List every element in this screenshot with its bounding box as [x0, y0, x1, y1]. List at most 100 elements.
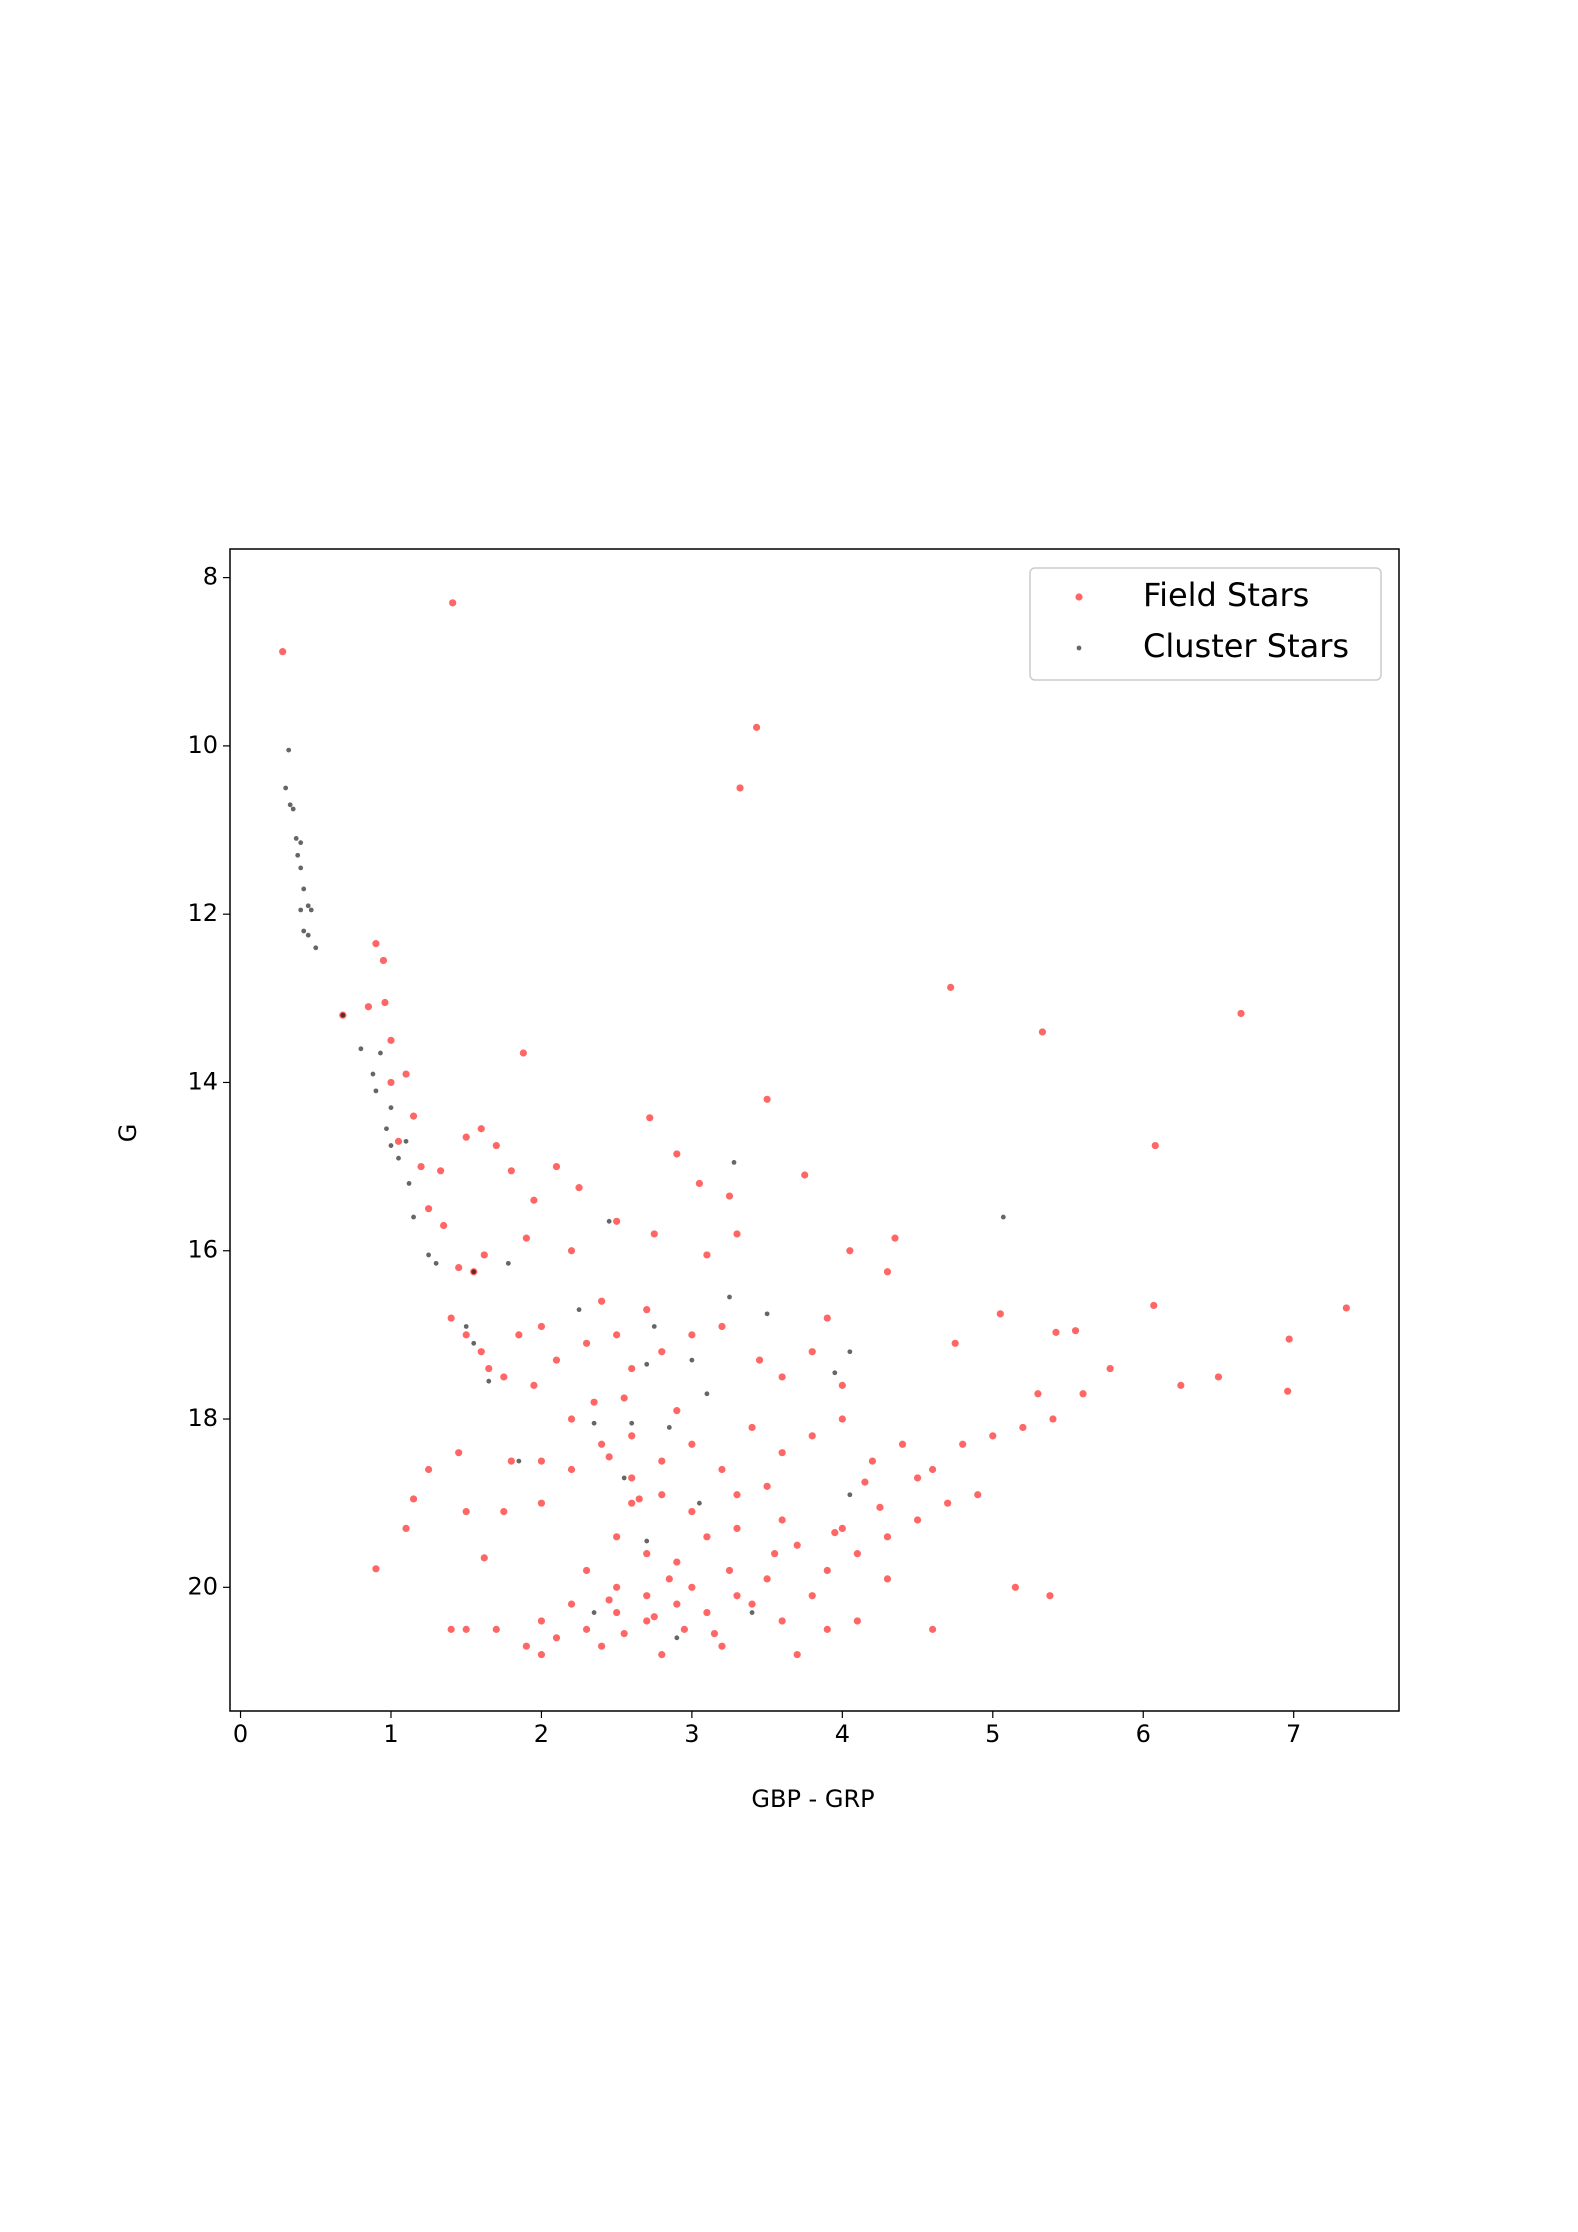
scatter-point [883, 1533, 892, 1541]
scatter-point [1151, 1141, 1159, 1150]
scatter-point [651, 1324, 657, 1329]
scatter-point [763, 1482, 771, 1490]
scatter-point [522, 1642, 530, 1650]
scatter-point [370, 1071, 376, 1077]
scatter-point [689, 1357, 695, 1363]
scatter-point [1150, 1301, 1158, 1310]
scatter-point [883, 1575, 892, 1583]
scatter-point [733, 1491, 741, 1499]
scatter-point [1000, 1214, 1006, 1220]
scatter-point [704, 1391, 710, 1397]
scatter-point [1038, 1028, 1047, 1036]
scatter-point [838, 1415, 846, 1423]
scatter-point [485, 1364, 493, 1373]
scatter-point [283, 785, 289, 791]
scatter-point [868, 1457, 877, 1465]
y-tick-label: 14 [187, 1067, 218, 1095]
y-tick-label: 16 [187, 1236, 218, 1264]
y-tick-label: 18 [187, 1404, 218, 1432]
scatter-point [703, 1251, 711, 1259]
scatter-point [613, 1217, 621, 1225]
scatter-point [1049, 1415, 1057, 1423]
scatter-point [286, 747, 292, 753]
scatter-point [778, 1617, 786, 1625]
scatter-point [522, 1234, 530, 1242]
scatter-point [507, 1457, 515, 1465]
scatter-point [519, 1049, 527, 1057]
y-tick-label: 20 [187, 1572, 218, 1600]
scatter-point [725, 1566, 734, 1575]
scatter-point [406, 1181, 412, 1186]
scatter-point [929, 1465, 937, 1474]
scatter-point [567, 1600, 576, 1608]
x-tick-label: 3 [684, 1720, 699, 1748]
scatter-point [358, 1046, 364, 1052]
scatter-point [831, 1529, 839, 1537]
scatter-point [1284, 1387, 1292, 1395]
scatter-point [808, 1592, 816, 1600]
scatter-point [718, 1322, 726, 1331]
scatter-point [384, 1126, 389, 1132]
scatter-point [674, 1635, 680, 1641]
scatter-point [598, 1440, 606, 1448]
y-tick-label: 12 [187, 899, 218, 927]
scatter-point [913, 1474, 922, 1482]
scatter-point [492, 1625, 500, 1633]
scatter-point [725, 1192, 734, 1200]
scatter-point [552, 1163, 561, 1171]
scatter-point [598, 1297, 606, 1305]
scatter-point [403, 1138, 409, 1144]
scatter-point [629, 1420, 635, 1426]
scatter-point [846, 1247, 854, 1255]
scatter-point [688, 1440, 696, 1448]
scatter-point [621, 1475, 627, 1481]
scatter-point [643, 1617, 651, 1625]
scatter-point [808, 1432, 816, 1440]
scatter-point [847, 1492, 853, 1498]
scatter-point [582, 1625, 591, 1633]
scatter-point [387, 1036, 395, 1044]
scatter-point [673, 1558, 681, 1566]
scatter-point [372, 940, 380, 948]
scatter-point [308, 907, 314, 913]
scatter-point [462, 1331, 470, 1339]
scatter-point [1011, 1583, 1019, 1591]
scatter-point [590, 1398, 598, 1406]
plot-frame [229, 548, 1400, 1712]
scatter-point [462, 1133, 470, 1141]
scatter-point [492, 1141, 500, 1150]
scatter-point [666, 1425, 672, 1430]
scatter-point [643, 1550, 651, 1558]
scatter-point [591, 1420, 597, 1426]
scatter-point [447, 1625, 455, 1633]
x-tick-label: 4 [835, 1720, 850, 1748]
scatter-point [733, 1524, 741, 1533]
scatter-point [381, 998, 389, 1007]
scatter-point [801, 1171, 809, 1179]
scatter-point [673, 1150, 681, 1158]
scatter-point [298, 840, 304, 846]
scatter-point [463, 1324, 469, 1329]
scatter-point [628, 1499, 636, 1507]
scatter-point [703, 1533, 711, 1541]
x-tick-label: 2 [534, 1720, 549, 1748]
scatter-point [718, 1465, 726, 1474]
scatter-point [1237, 1009, 1245, 1018]
scatter-point [643, 1592, 651, 1600]
scatter-point [449, 599, 457, 607]
legend-marker [1075, 593, 1083, 601]
scatter-point [433, 1260, 439, 1266]
scatter-point [620, 1629, 628, 1638]
scatter-point [951, 1339, 959, 1347]
scatter-point [340, 1012, 346, 1018]
scatter-point [409, 1112, 418, 1120]
scatter-point [718, 1642, 726, 1650]
scatter-point [437, 1167, 445, 1175]
scatter-point [731, 1159, 737, 1165]
scatter-point [515, 1331, 523, 1339]
scatter-point [733, 1230, 741, 1238]
scatter-point [665, 1575, 673, 1583]
scatter-point [486, 1378, 492, 1384]
scatter-point [537, 1457, 546, 1465]
